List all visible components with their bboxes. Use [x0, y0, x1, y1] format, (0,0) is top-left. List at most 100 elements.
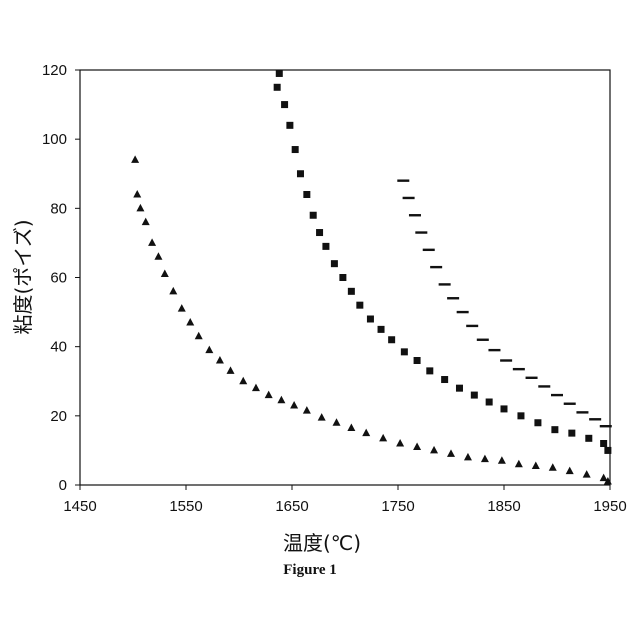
square-point [568, 430, 575, 437]
triangle-point [481, 455, 489, 463]
square-point [388, 336, 395, 343]
triangle-point [515, 460, 523, 468]
x-axis-title: 温度(℃) [283, 531, 361, 555]
square-point [310, 212, 317, 219]
y-tick-label: 120 [42, 62, 67, 79]
x-tick-label: 1450 [63, 498, 96, 515]
dash-point [551, 394, 563, 396]
triangle-point [161, 270, 169, 278]
square-point [378, 326, 385, 333]
triangle-point [566, 467, 574, 475]
triangle-point [227, 366, 235, 374]
data-points [131, 70, 612, 485]
square-point [303, 191, 310, 198]
series-dash [397, 179, 611, 427]
triangle-point [148, 238, 156, 246]
dash-point [488, 349, 500, 351]
y-tick-label: 20 [50, 408, 67, 425]
triangle-point [252, 384, 260, 392]
y-tick-label: 80 [50, 200, 67, 217]
square-point [292, 146, 299, 153]
square-point [441, 376, 448, 383]
triangle-point [362, 429, 370, 437]
dash-point [447, 297, 459, 299]
triangle-point [133, 190, 141, 198]
square-point [426, 367, 433, 374]
square-point [316, 229, 323, 236]
square-point [286, 122, 293, 129]
square-point [281, 101, 288, 108]
square-point [297, 170, 304, 177]
x-tick-label: 1750 [381, 498, 414, 515]
triangle-point [142, 218, 150, 226]
dash-point [439, 283, 451, 285]
triangle-point [318, 413, 326, 421]
dash-point [423, 249, 435, 251]
x-tick-label: 1850 [487, 498, 520, 515]
square-point [471, 392, 478, 399]
dash-point [589, 418, 601, 420]
dash-point [397, 179, 409, 181]
square-point [486, 399, 493, 406]
triangle-point [239, 377, 247, 385]
square-point [414, 357, 421, 364]
square-point [401, 348, 408, 355]
axis-ticks: 145015501650175018501950020406080100120 [42, 62, 627, 515]
triangle-point [303, 406, 311, 414]
triangle-point [216, 356, 224, 364]
square-point [551, 426, 558, 433]
triangle-point [178, 304, 186, 312]
y-tick-label: 60 [50, 270, 67, 287]
y-tick-label: 40 [50, 339, 67, 356]
triangle-point [186, 318, 194, 326]
dash-point [600, 425, 612, 427]
triangle-point [169, 287, 177, 295]
square-point [585, 435, 592, 442]
square-point [331, 260, 338, 267]
triangle-point [464, 453, 472, 461]
square-point [600, 440, 607, 447]
triangle-point [430, 446, 438, 454]
triangle-point [154, 252, 162, 260]
square-point [322, 243, 329, 250]
triangle-point [549, 463, 557, 471]
dash-point [576, 411, 588, 413]
x-tick-label: 1550 [169, 498, 202, 515]
square-point [274, 84, 281, 91]
triangle-point [277, 396, 285, 404]
dash-point [403, 197, 415, 199]
square-point [276, 70, 283, 77]
triangle-point [583, 470, 591, 478]
triangle-point [205, 346, 213, 354]
square-point [517, 412, 524, 419]
triangle-point [447, 449, 455, 457]
dash-point [415, 231, 427, 233]
x-tick-label: 1950 [593, 498, 626, 515]
triangle-point [290, 401, 298, 409]
triangle-point [498, 456, 506, 464]
triangle-point [333, 418, 341, 426]
square-point [348, 288, 355, 295]
y-tick-label: 100 [42, 131, 67, 148]
figure-caption: Figure 1 [283, 562, 336, 578]
triangle-point [195, 332, 203, 340]
y-tick-label: 0 [59, 477, 67, 494]
square-point [356, 302, 363, 309]
dash-point [477, 339, 489, 341]
triangle-point [265, 391, 273, 399]
triangle-point [131, 155, 139, 163]
dash-point [538, 385, 550, 387]
dash-point [526, 377, 538, 379]
triangle-point [379, 434, 387, 442]
dash-point [430, 266, 442, 268]
dash-point [513, 368, 525, 370]
triangle-point [396, 439, 404, 447]
square-point [339, 274, 346, 281]
dash-point [564, 403, 576, 405]
dash-point [466, 325, 478, 327]
dash-point [500, 359, 512, 361]
triangle-point [532, 461, 540, 469]
square-point [367, 316, 374, 323]
series-square [274, 70, 612, 454]
